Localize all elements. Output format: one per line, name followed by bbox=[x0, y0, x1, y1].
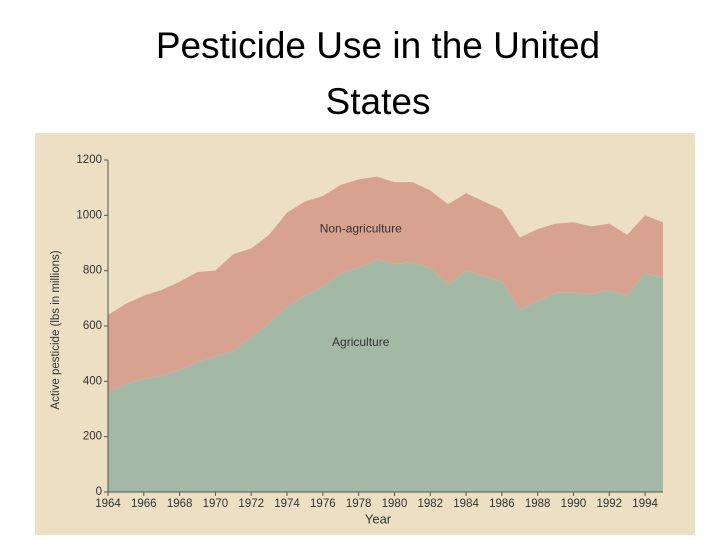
y-tick-label: 1200 bbox=[76, 154, 102, 166]
slide-title: Pesticide Use in the United States bbox=[155, 25, 601, 122]
y-tick-label: 200 bbox=[83, 431, 102, 443]
area bbox=[108, 259, 663, 492]
x-tick-label: 1964 bbox=[95, 498, 121, 510]
x-tick-label: 1978 bbox=[346, 498, 372, 510]
y-tick-label: 400 bbox=[83, 375, 102, 387]
y-tick-label: 600 bbox=[83, 320, 102, 332]
y-tick-label: 1000 bbox=[76, 209, 102, 221]
x-tick-label: 1994 bbox=[632, 498, 658, 510]
x-tick-label: 1992 bbox=[596, 498, 622, 510]
x-tick-label: 1984 bbox=[453, 498, 479, 510]
area-label: Agriculture bbox=[332, 335, 390, 349]
x-tick-label: 1970 bbox=[203, 498, 229, 510]
x-tick-label: 1990 bbox=[561, 498, 587, 510]
x-tick-label: 1988 bbox=[525, 498, 551, 510]
area bbox=[108, 176, 663, 393]
y-tick-label: 800 bbox=[83, 265, 102, 277]
x-tick-label: 1972 bbox=[238, 498, 264, 510]
x-tick-label: 1976 bbox=[310, 498, 336, 510]
x-tick-label: 1980 bbox=[382, 498, 408, 510]
y-tick-label: 0 bbox=[96, 486, 102, 498]
x-tick-label: 1968 bbox=[167, 498, 193, 510]
area-label: Non-agriculture bbox=[320, 221, 402, 235]
x-axis-label: Year bbox=[365, 511, 392, 526]
x-tick-label: 1966 bbox=[131, 498, 157, 510]
x-tick-label: 1986 bbox=[489, 498, 515, 510]
x-tick-label: 1982 bbox=[417, 498, 443, 510]
y-axis-label: Active pesticide (lbs in millions) bbox=[50, 250, 62, 409]
x-tick-label: 1974 bbox=[274, 498, 300, 510]
